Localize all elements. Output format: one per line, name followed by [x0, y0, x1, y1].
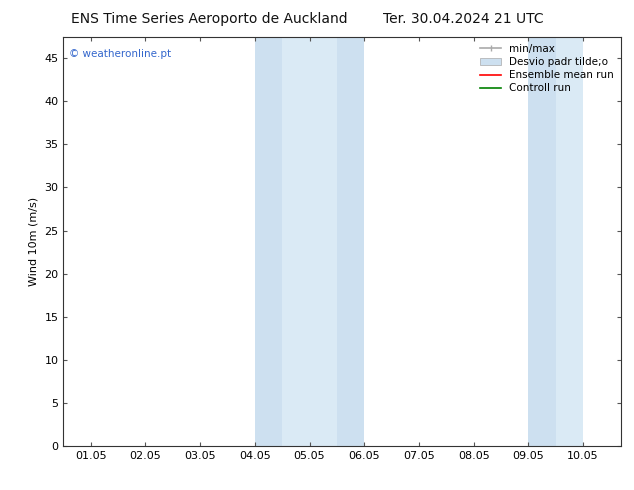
Text: ENS Time Series Aeroporto de Auckland: ENS Time Series Aeroporto de Auckland	[71, 12, 347, 26]
Bar	[555, 37, 583, 446]
Bar	[337, 37, 365, 446]
Text: Ter. 30.04.2024 21 UTC: Ter. 30.04.2024 21 UTC	[382, 12, 543, 26]
Y-axis label: Wind 10m (m/s): Wind 10m (m/s)	[29, 197, 39, 286]
Bar	[282, 37, 337, 446]
Bar	[255, 37, 282, 446]
Legend: min/max, Desvio padr tilde;o, Ensemble mean run, Controll run: min/max, Desvio padr tilde;o, Ensemble m…	[476, 40, 618, 98]
Bar	[528, 37, 555, 446]
Text: © weatheronline.pt: © weatheronline.pt	[69, 49, 171, 59]
